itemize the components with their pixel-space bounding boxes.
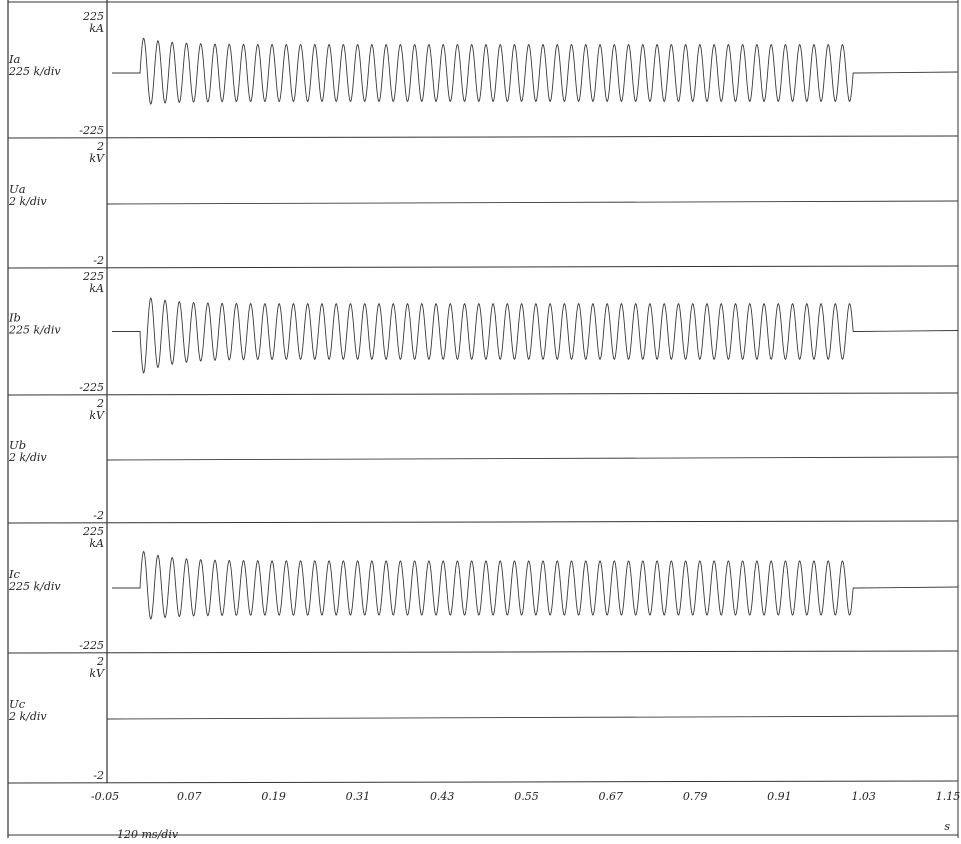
channel-name: Ib [8,311,21,325]
trace-ia [112,37,959,105]
channel-divider [7,520,959,524]
y-top-label: 225 [82,525,104,538]
trace-ub [106,456,959,461]
y-bottom-label: -2 [93,769,104,782]
y-unit-label: kV [89,667,105,680]
channel-name: Ub [9,438,26,452]
x-tick-label: 1.03 [851,790,876,803]
y-unit-label: kV [89,409,105,422]
trace-ua [106,200,959,205]
channel-scale: 225 k/div [8,580,61,593]
channel-scale: 225 k/div [8,65,61,78]
x-tick-label: -0.05 [91,790,119,803]
y-top-label: 2 [96,397,104,410]
x-tick-label: 0.67 [599,790,624,803]
y-bottom-label: -225 [79,381,104,394]
y-bottom-label: -2 [93,254,104,267]
x-tick-label: 0.55 [514,790,539,803]
trace-ic [112,550,959,620]
y-unit-label: kV [89,152,105,165]
y-bottom-label: -225 [79,124,104,137]
trace-ib [112,297,959,374]
time-scale-label: 120 ms/div [117,828,179,841]
channel-scale: 2 k/div [8,195,47,208]
x-tick-label: 0.91 [767,790,792,803]
channel-scale: 2 k/div [8,710,47,723]
x-tick-label: 0.07 [177,790,202,803]
channel-divider [7,265,959,269]
y-unit-label: kA [89,537,104,550]
y-bottom-label: -225 [79,639,104,652]
channel-divider [7,135,959,139]
x-tick-label: 0.43 [430,790,455,803]
x-tick-label: 0.79 [683,790,708,803]
trace-uc [106,715,959,720]
channel-name: Ia [8,52,21,66]
x-tick-label: 0.19 [261,790,286,803]
channel-name: Ic [8,567,21,581]
x-unit-label: s [944,820,950,833]
channel-scale: 2 k/div [8,451,47,464]
y-unit-label: kA [89,22,104,35]
axis-divider [7,780,959,784]
x-tick-label: 1.15 [936,790,961,803]
channel-divider [7,650,959,654]
y-bottom-label: -2 [93,509,104,522]
y-top-label: 225 [82,10,104,23]
x-tick-label: 0.31 [346,790,371,803]
channel-divider [7,392,959,396]
y-top-label: 2 [96,655,104,668]
y-top-label: 2 [96,140,104,153]
channel-scale: 225 k/div [8,324,61,337]
y-unit-label: kA [89,282,104,295]
channel-name: Ua [9,182,26,196]
channel-name: Uc [9,697,26,711]
y-top-label: 225 [82,270,104,283]
